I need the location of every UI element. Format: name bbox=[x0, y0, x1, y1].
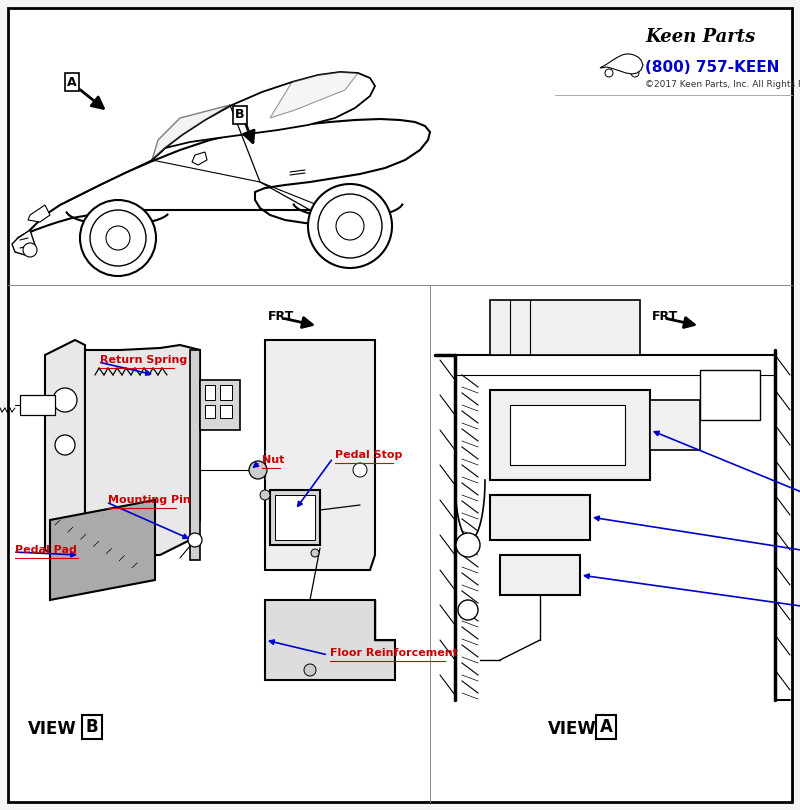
Text: VIEW: VIEW bbox=[28, 720, 77, 738]
Circle shape bbox=[311, 549, 319, 557]
Polygon shape bbox=[490, 390, 650, 480]
Text: VIEW: VIEW bbox=[548, 720, 597, 738]
Circle shape bbox=[80, 200, 156, 276]
Circle shape bbox=[605, 69, 613, 77]
Circle shape bbox=[106, 226, 130, 250]
Polygon shape bbox=[20, 395, 55, 415]
Polygon shape bbox=[265, 600, 395, 680]
Polygon shape bbox=[16, 119, 430, 245]
Text: FRT: FRT bbox=[268, 310, 294, 323]
Polygon shape bbox=[12, 230, 35, 255]
Text: FRT: FRT bbox=[652, 310, 678, 323]
Text: Nut: Nut bbox=[262, 455, 284, 465]
Circle shape bbox=[304, 664, 316, 676]
Polygon shape bbox=[490, 300, 640, 355]
Circle shape bbox=[318, 194, 382, 258]
Circle shape bbox=[23, 243, 37, 257]
Text: ©2017 Keen Parts, Inc. All Rights Reserved: ©2017 Keen Parts, Inc. All Rights Reserv… bbox=[645, 80, 800, 89]
Text: Floor Reinforcement: Floor Reinforcement bbox=[330, 648, 458, 658]
Circle shape bbox=[53, 388, 77, 412]
Polygon shape bbox=[700, 370, 760, 420]
Text: Return Spring: Return Spring bbox=[100, 355, 187, 365]
Circle shape bbox=[260, 490, 270, 500]
Polygon shape bbox=[205, 405, 215, 418]
Circle shape bbox=[308, 184, 392, 268]
Circle shape bbox=[458, 600, 478, 620]
Polygon shape bbox=[192, 152, 207, 165]
Text: A: A bbox=[67, 75, 77, 88]
Text: Pedal Stop: Pedal Stop bbox=[335, 450, 402, 460]
Polygon shape bbox=[190, 350, 200, 560]
Circle shape bbox=[249, 461, 267, 479]
Polygon shape bbox=[85, 345, 200, 555]
Polygon shape bbox=[265, 340, 375, 570]
Polygon shape bbox=[490, 495, 590, 540]
Polygon shape bbox=[650, 400, 700, 450]
Polygon shape bbox=[275, 495, 315, 540]
Circle shape bbox=[188, 533, 202, 547]
Polygon shape bbox=[220, 405, 232, 418]
Text: (800) 757-KEEN: (800) 757-KEEN bbox=[645, 60, 779, 75]
Text: B: B bbox=[86, 718, 98, 736]
Polygon shape bbox=[600, 54, 643, 74]
Polygon shape bbox=[220, 385, 232, 400]
Text: A: A bbox=[599, 718, 613, 736]
Text: B: B bbox=[235, 109, 245, 122]
Polygon shape bbox=[510, 405, 625, 465]
Circle shape bbox=[353, 463, 367, 477]
Circle shape bbox=[55, 435, 75, 455]
Circle shape bbox=[90, 210, 146, 266]
Polygon shape bbox=[50, 500, 155, 600]
Polygon shape bbox=[500, 555, 580, 595]
Polygon shape bbox=[205, 385, 215, 400]
Polygon shape bbox=[270, 72, 358, 118]
Circle shape bbox=[336, 212, 364, 240]
Circle shape bbox=[631, 69, 639, 77]
Polygon shape bbox=[152, 105, 230, 160]
Polygon shape bbox=[270, 490, 320, 545]
Circle shape bbox=[456, 533, 480, 557]
Polygon shape bbox=[200, 380, 240, 430]
Text: Mounting Pin: Mounting Pin bbox=[108, 495, 190, 505]
Polygon shape bbox=[152, 72, 375, 160]
Text: Keen Parts: Keen Parts bbox=[645, 28, 755, 46]
Polygon shape bbox=[45, 340, 85, 555]
Text: Pedal Pad: Pedal Pad bbox=[15, 545, 77, 555]
Polygon shape bbox=[28, 205, 50, 222]
